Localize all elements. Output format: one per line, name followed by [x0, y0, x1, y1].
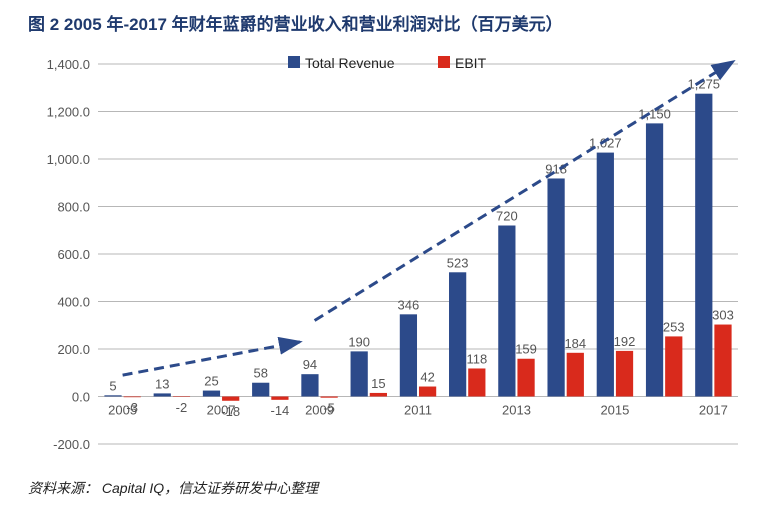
ebit-bar [173, 397, 190, 398]
revenue-bar [449, 272, 466, 396]
bar-label: 192 [614, 334, 636, 349]
bar-label: 15 [371, 376, 385, 391]
source-label: 资料来源： [28, 480, 98, 496]
bar-label: -2 [176, 400, 188, 415]
bar-label: 25 [204, 374, 218, 389]
ebit-bar [419, 387, 436, 397]
revenue-bar [351, 351, 368, 396]
bar-label: 1,275 [688, 77, 721, 92]
legend-label-revenue: Total Revenue [305, 55, 395, 71]
revenue-bar [498, 226, 515, 397]
chart-title: 图 2 2005 年-2017 年财年蓝爵的营业收入和营业利润对比（百万美元） [28, 10, 563, 35]
bar-label: 159 [515, 342, 537, 357]
revenue-bar [547, 178, 564, 396]
x-tick-label: 2005 [108, 403, 137, 418]
x-tick-label: 2015 [600, 403, 629, 418]
y-tick-label: 1,400.0 [47, 57, 90, 72]
y-tick-label: 400.0 [57, 295, 90, 310]
chart-svg: -200.0 0.0 200.0 400.0 600.0 800.0 1,000.0 1,20… [18, 44, 758, 464]
ebit-bar [321, 397, 338, 398]
ebit-bar [468, 368, 485, 396]
x-tick-label: 2007 [207, 403, 236, 418]
bar-label: 190 [348, 334, 370, 349]
bar-label: 720 [496, 209, 518, 224]
bar-label: 253 [663, 319, 685, 334]
legend-swatch-revenue [288, 56, 300, 68]
bar-label: 5 [109, 378, 116, 393]
ebit-bar [271, 397, 288, 400]
revenue-bar [597, 153, 614, 397]
ebit-bar [616, 351, 633, 397]
y-tick-label: 800.0 [57, 200, 90, 215]
y-tick-label: 1,000.0 [47, 152, 90, 167]
revenue-bar [301, 374, 318, 396]
bar-label: -14 [271, 403, 290, 418]
revenue-bar [646, 123, 663, 396]
bar-label: 58 [253, 366, 267, 381]
revenue-bar [400, 314, 417, 396]
chart-area: -200.0 0.0 200.0 400.0 600.0 800.0 1,000.0 1,20… [18, 44, 758, 464]
revenue-bar [203, 391, 220, 397]
bar-label: 118 [466, 351, 487, 366]
ebit-bar [665, 336, 682, 396]
y-tick-label: 200.0 [57, 342, 90, 357]
trend-arrow [315, 62, 733, 321]
ebit-bar [124, 397, 141, 398]
source-line: 资料来源： Capital IQ，信达证券研发中心整理 [28, 478, 318, 498]
bar-label: 13 [155, 376, 169, 391]
y-tick-label: 1,200.0 [47, 105, 90, 120]
trend-arrow [123, 342, 300, 375]
bar-label: 303 [712, 308, 734, 323]
ebit-bar [714, 325, 731, 397]
revenue-bar [154, 393, 171, 396]
legend-label-ebit: EBIT [455, 55, 487, 71]
bar-label: 94 [303, 357, 317, 372]
bar-label: 523 [447, 255, 469, 270]
revenue-bar [252, 383, 269, 397]
legend-swatch-ebit [438, 56, 450, 68]
ebit-bar [222, 397, 239, 401]
x-tick-label: 2009 [305, 403, 334, 418]
x-tick-label: 2017 [699, 403, 728, 418]
bar-label: 184 [564, 336, 586, 351]
revenue-bar [695, 94, 712, 397]
x-tick-label: 2011 [404, 403, 432, 418]
y-tick-label: 600.0 [57, 247, 90, 262]
x-tick-label: 2013 [502, 403, 531, 418]
ebit-bar [567, 353, 584, 397]
bar-label: 346 [398, 297, 420, 312]
revenue-bar [104, 395, 121, 396]
ebit-bar [370, 393, 387, 397]
ebit-bar [517, 359, 534, 397]
bar-label: 42 [420, 370, 434, 385]
source-text: Capital IQ，信达证券研发中心整理 [102, 480, 318, 496]
y-tick-label: 0.0 [72, 390, 90, 405]
y-tick-label: -200.0 [53, 437, 90, 452]
